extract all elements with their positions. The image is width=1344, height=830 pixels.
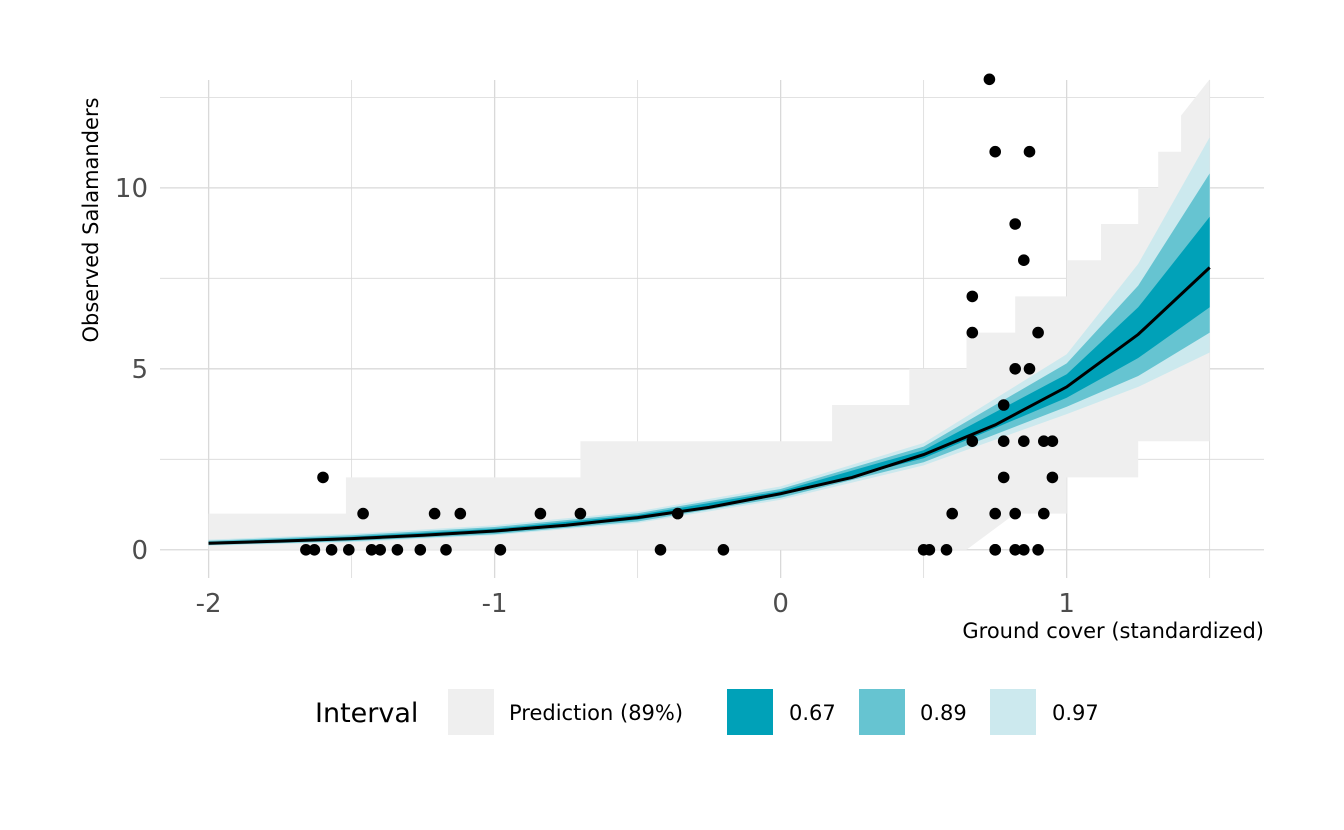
observed-point (317, 471, 329, 484)
observed-point (1018, 544, 1030, 556)
fit-curve (208, 266, 1211, 545)
observed-point (1009, 507, 1021, 520)
observed-points (300, 73, 1059, 556)
observed-point (1046, 435, 1059, 448)
observed-point (989, 507, 1001, 520)
observed-point (989, 544, 1001, 556)
y-tick-label: 10 (115, 174, 148, 204)
legend-key-0 (448, 689, 494, 735)
observed-point (923, 544, 936, 556)
legend-entries: Prediction (89%) 0.67 0.89 0.97 (448, 689, 1099, 735)
observed-point (997, 471, 1010, 484)
observed-point (574, 507, 587, 520)
prediction-interval-band (208, 79, 1210, 550)
observed-point (989, 145, 1001, 158)
x-tick-label: -2 (196, 589, 222, 619)
observed-point (391, 544, 404, 556)
x-tick-label: -1 (482, 589, 508, 619)
observed-point (940, 544, 953, 556)
x-tick-label: 1 (1058, 589, 1075, 619)
observed-point (1038, 435, 1050, 448)
observed-point (325, 544, 338, 556)
observed-point (1009, 544, 1021, 556)
observed-point (534, 507, 547, 520)
observed-point (428, 507, 441, 520)
observed-point (997, 399, 1010, 411)
legend-title: Interval (315, 698, 418, 729)
observed-point (1018, 435, 1030, 448)
observed-point (357, 507, 369, 520)
legend-key-1 (727, 689, 773, 735)
observed-point (454, 507, 467, 520)
observed-point (1046, 471, 1059, 484)
interval-bands (208, 79, 1210, 550)
x-tick-label: 0 (772, 589, 789, 619)
observed-point (365, 544, 378, 556)
observed-point (414, 544, 427, 556)
observed-point (966, 326, 979, 339)
observed-point (966, 435, 979, 448)
observed-point (494, 544, 507, 556)
legend-label-2: 0.89 (920, 701, 967, 725)
observed-point (1018, 254, 1030, 266)
observed-point (300, 544, 312, 556)
observed-point (983, 73, 996, 86)
y-axis-title: Observed Salamanders (79, 97, 103, 342)
observed-point (654, 544, 667, 556)
observed-point (1023, 363, 1036, 375)
observed-point (1009, 218, 1021, 230)
observed-point (1032, 544, 1044, 556)
observed-point (966, 290, 979, 303)
observed-point (1009, 363, 1021, 375)
legend: Interval Prediction (89%) 0.67 0.89 0.97 (315, 689, 1099, 735)
observed-point (343, 544, 355, 556)
legend-label-0: Prediction (89%) (509, 701, 683, 725)
observed-point (671, 507, 684, 520)
legend-label-3: 0.97 (1052, 701, 1099, 725)
observed-point (374, 544, 387, 556)
y-tick-label: 0 (131, 536, 148, 566)
observed-point (308, 544, 321, 556)
observed-point (717, 544, 730, 556)
fit-line (208, 266, 1211, 545)
y-tick-label: 5 (131, 355, 148, 385)
legend-label-1: 0.67 (789, 701, 836, 725)
legend-key-2 (859, 689, 905, 735)
observed-point (440, 544, 452, 556)
x-axis-title: Ground cover (standardized) (962, 619, 1264, 643)
observed-point (946, 507, 958, 520)
observed-point (1038, 507, 1050, 520)
legend-key-3 (990, 689, 1036, 735)
observed-point (997, 435, 1010, 448)
observed-point (1023, 145, 1036, 158)
observed-point (1032, 326, 1044, 339)
